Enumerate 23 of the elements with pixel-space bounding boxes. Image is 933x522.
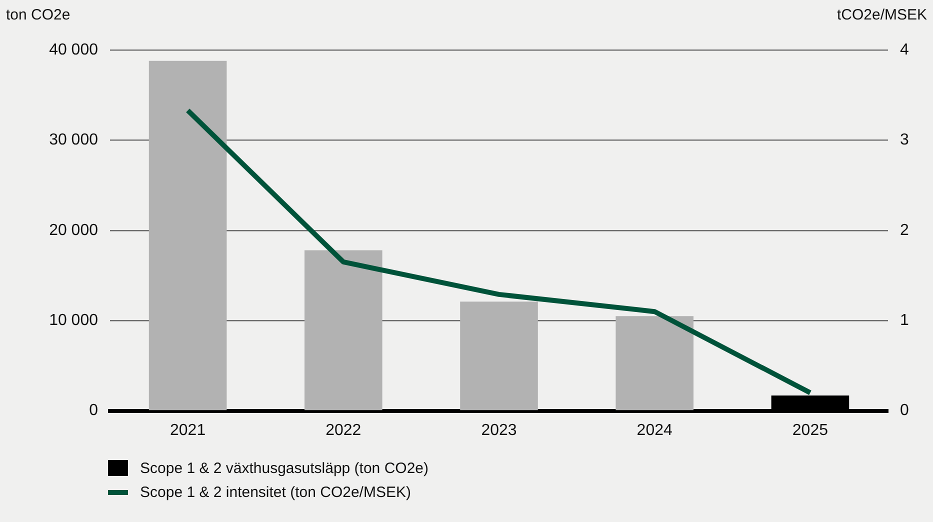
x-tick-label: 2023 [481, 422, 517, 439]
y2-tick-label: 0 [900, 402, 909, 420]
y2-tick-label: 2 [900, 222, 909, 239]
y-tick-label: 40 000 [49, 41, 98, 58]
y-tick-label: 20 000 [49, 222, 98, 239]
y2-axis-title: tCO2e/MSEK [836, 6, 927, 24]
y2-tick-label: 3 [900, 132, 909, 149]
y-tick-label: 30 000 [49, 132, 98, 149]
y-axis-title: ton CO2e [6, 6, 70, 24]
bar [148, 60, 227, 410]
y-tick-label: 0 [89, 402, 98, 420]
bar [616, 316, 694, 410]
x-tick-label: 2021 [170, 422, 206, 439]
x-tick-label: 2024 [636, 422, 672, 439]
x-tick-label: 2022 [326, 422, 362, 439]
y2-tick-label: 1 [900, 312, 909, 330]
bar [460, 302, 538, 410]
legend-label: Scope 1 & 2 växthusgasutsläpp (ton CO2e) [140, 460, 429, 476]
bar [304, 250, 382, 410]
y2-tick-label: 4 [900, 41, 909, 58]
legend-label: Scope 1 & 2 intensitet (ton CO2e/MSEK) [140, 484, 411, 500]
x-tick-label: 2025 [792, 422, 828, 439]
y-tick-label: 10 000 [49, 312, 98, 330]
